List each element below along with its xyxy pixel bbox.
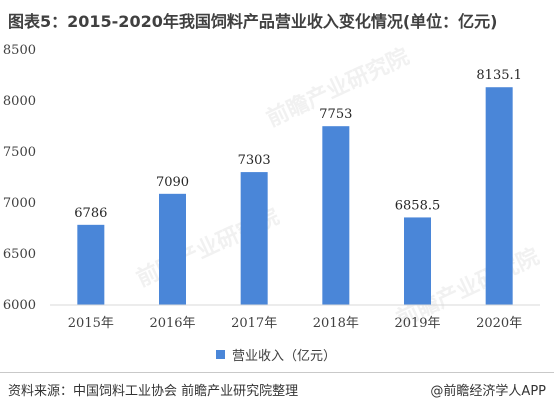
- data-label: 6858.5: [395, 198, 441, 213]
- data-label: 7090: [156, 175, 189, 190]
- bar: [485, 87, 513, 305]
- bar: [240, 172, 268, 305]
- data-label: 7303: [238, 153, 271, 168]
- bar: [404, 217, 431, 305]
- x-axis: 2015年 2016年 2017年 2018年 2019年 2020年: [68, 316, 522, 331]
- y-tick-label: 7500: [3, 145, 36, 160]
- x-tick-label: 2018年: [313, 316, 359, 331]
- legend: 营业收入（亿元）: [216, 345, 336, 364]
- legend-label: 营业收入（亿元）: [232, 349, 337, 364]
- bar: [77, 224, 105, 305]
- x-tick-label: 2020年: [476, 316, 522, 331]
- y-tick-label: 6000: [3, 298, 36, 313]
- y-tick-label: 8500: [3, 43, 36, 58]
- data-label: 7753: [319, 107, 352, 122]
- bar: [159, 193, 186, 305]
- bars: [77, 87, 513, 305]
- brand-credit: @前瞻经济学人APP: [430, 384, 546, 399]
- chart-title: 图表5：2015-2020年我国饲料产品营业收入变化情况(单位：亿元): [8, 12, 498, 31]
- y-axis: 6000 6500 7000 7500 8000 8500: [3, 43, 36, 313]
- y-tick-label: 7000: [3, 196, 36, 211]
- bar: [322, 126, 350, 305]
- x-tick-label: 2015年: [68, 316, 114, 331]
- data-labels: 6786 7090 7303 7753 6858.5 8135.1: [74, 68, 522, 221]
- legend-swatch: [216, 350, 225, 359]
- x-tick-label: 2017年: [231, 316, 277, 331]
- data-label: 8135.1: [476, 68, 522, 83]
- data-label: 6786: [74, 206, 107, 221]
- y-tick-label: 8000: [3, 94, 36, 109]
- footer-divider: [0, 372, 554, 373]
- source-note: 资料来源：中国饲料工业协会 前瞻产业研究院整理: [8, 384, 299, 399]
- x-tick-label: 2019年: [394, 316, 440, 331]
- x-tick-label: 2016年: [149, 316, 195, 331]
- bar-chart: 6000 6500 7000 7500 8000 8500 6786 7090 7303 775…: [3, 43, 540, 331]
- y-tick-label: 6500: [3, 247, 36, 262]
